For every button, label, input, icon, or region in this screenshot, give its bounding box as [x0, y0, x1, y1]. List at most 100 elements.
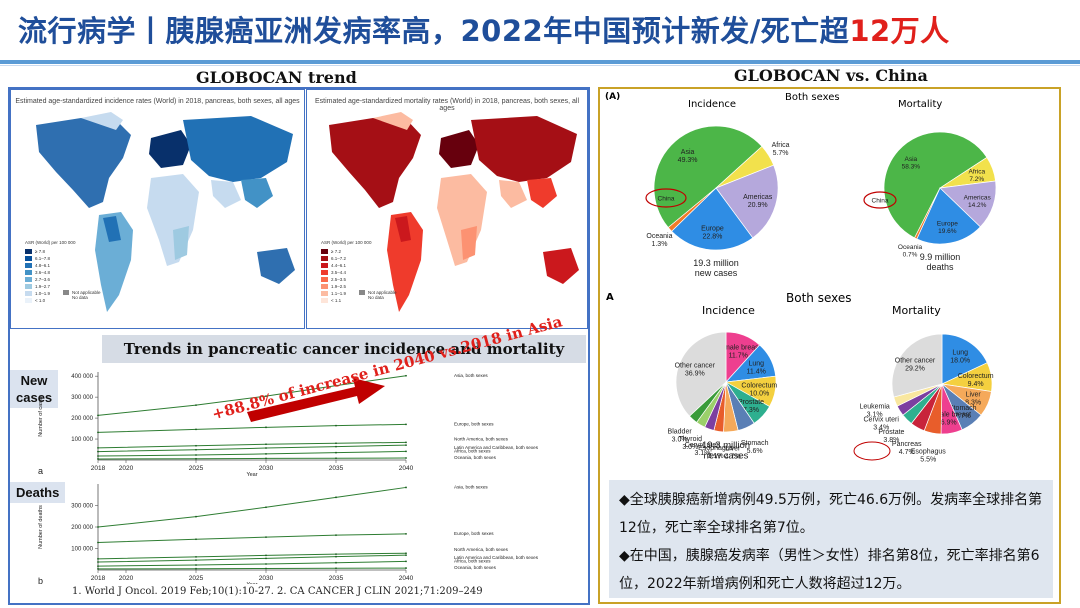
pie-caption: 19.3 million	[693, 258, 739, 268]
legend-row: 4.8–6.1	[25, 262, 75, 269]
panel-letter: b	[38, 576, 43, 584]
series-point	[97, 557, 99, 560]
legend-row: ≥ 7.8	[25, 248, 75, 255]
pie-label-value: 3.4%	[873, 425, 889, 432]
pie-label-value: 3.8%	[883, 437, 899, 444]
legend-swatch	[25, 277, 32, 282]
series-point	[195, 564, 197, 566]
x-tick-label: 2020	[119, 575, 134, 582]
legend-label: 4.4–6.1	[331, 263, 347, 268]
series-point	[405, 441, 407, 444]
left-panel-frame	[8, 87, 590, 605]
pie-slice	[941, 333, 988, 385]
series-line	[97, 560, 407, 567]
series-point	[195, 404, 197, 407]
increase-arrow-shape	[247, 378, 385, 422]
pie-label-name: Prostate	[878, 429, 904, 436]
pie-label-value: 20.9%	[748, 202, 768, 209]
series-point	[97, 446, 99, 449]
pie-slice	[883, 131, 988, 239]
legend-row: 6.1–7.8	[25, 255, 75, 262]
legend-label: 1.9–2.7	[35, 284, 51, 289]
series-point	[405, 450, 407, 453]
legend-label: < 1.1	[331, 298, 342, 303]
y-tick-label: 100 000	[71, 437, 93, 443]
pie-label-name: Colorectum	[958, 373, 994, 380]
x-tick-label: 2035	[329, 465, 344, 472]
incidence-map-title: Estimated age-standardized incidence rat…	[15, 98, 300, 105]
pie-slice	[715, 164, 779, 239]
y-axis-label: Number of deaths	[38, 505, 44, 549]
pie-slice	[891, 333, 943, 398]
series-point	[335, 457, 337, 460]
trend-banner: Trends in pancreatic cancer incidence an…	[102, 335, 586, 363]
title-rule-thin	[0, 65, 1080, 66]
mortality-legend-title: ASR (World) per 100 000	[321, 240, 372, 245]
series-point	[97, 455, 99, 457]
series-line	[97, 486, 407, 528]
mortality-title-top: Mortality	[898, 99, 943, 110]
legend-label: 1.9–2.5	[331, 284, 347, 289]
pie-label-name: Asia	[681, 149, 695, 156]
series-line	[97, 554, 407, 563]
series-point	[195, 457, 197, 460]
pie-label-value: 7.3%	[743, 407, 759, 414]
mortality-map-title: Estimated age-standardized mortality rat…	[314, 98, 580, 112]
pie-label-value: 11.4%	[747, 368, 766, 375]
pie-label-name: Pancreas	[892, 441, 922, 448]
series-point	[195, 444, 197, 447]
x-tick-label: 2018	[91, 465, 106, 472]
legend-label: 6.1–7.2	[331, 256, 347, 261]
legend-swatch	[25, 284, 32, 289]
legend-label: ≥ 7.2	[331, 249, 341, 254]
series-point	[265, 536, 267, 539]
incidence-title-top: Incidence	[688, 99, 737, 110]
pie-label-value: 3.1%	[867, 411, 883, 418]
series-point	[97, 458, 99, 460]
series-point	[335, 424, 337, 427]
legend-row: < 1.1	[321, 297, 371, 304]
series-point	[335, 561, 337, 564]
legend-swatch	[321, 284, 328, 289]
pie-label-value: 3.1%	[694, 450, 710, 457]
pie-label-value: 49.3%	[678, 157, 698, 164]
series-label: Africa, both sexes	[454, 448, 491, 453]
legend-row: 1.9–2.7	[25, 283, 75, 290]
pie-label-value: 11.7%	[729, 352, 748, 359]
new-cases-trend-chart: 100 000 200 000 300 000 400 000 2018 2020 2025…	[38, 372, 539, 478]
series-point	[335, 442, 337, 445]
series-point	[97, 561, 99, 563]
legend-row: 1.0–1.9	[25, 290, 75, 297]
mortality-legend: ASR (World) per 100 000 ≥ 7.2 6.1–7.2 4.4–…	[321, 240, 371, 304]
pie-caption: new cases	[704, 451, 749, 462]
pie-label-name: Lung	[748, 360, 764, 367]
pie-label-value: 14.2%	[968, 202, 987, 209]
new-cases-tag: New cases	[10, 370, 58, 408]
series-point	[335, 496, 337, 499]
incidence-legend: ASR (World) per 100 000 ≥ 7.8 6.1–7.8 4.8–…	[25, 240, 75, 304]
pie-label-value: 29.2%	[905, 365, 925, 372]
x-tick-label: 2040	[399, 465, 414, 472]
series-point	[265, 447, 267, 449]
pie-label-value: 18.0%	[950, 357, 970, 364]
legend-row: 3.6–4.8	[25, 269, 75, 276]
series-point	[97, 450, 99, 453]
legend-label: 3.6–4.8	[35, 270, 51, 275]
series-point	[97, 431, 99, 434]
y-tick-label: 200 000	[71, 525, 93, 531]
pie-label-name: Africa	[968, 168, 985, 175]
